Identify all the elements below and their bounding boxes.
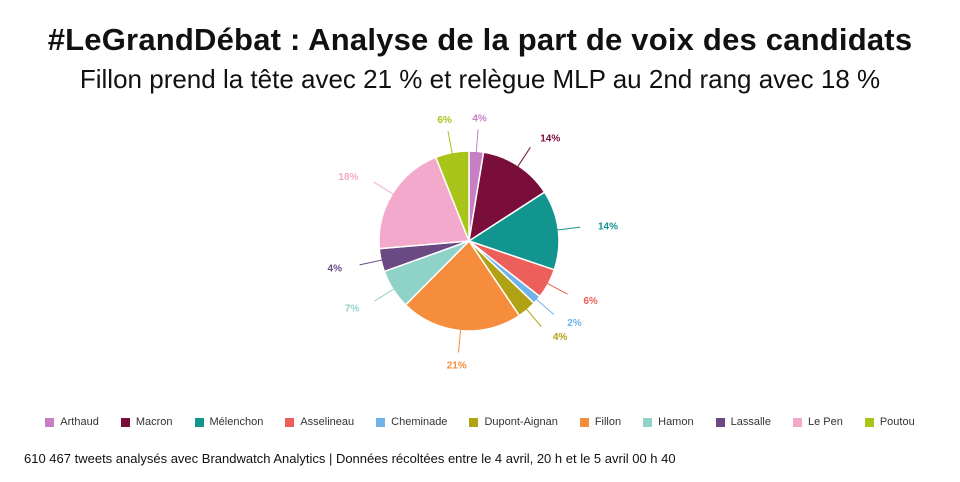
chart-title: #LeGrandDébat : Analyse de la part de vo…	[47, 22, 913, 57]
leader-line-melenchon	[554, 226, 581, 231]
slice-label-le-pen: 18%	[338, 172, 358, 183]
legend-label: Fillon	[594, 416, 622, 428]
legend-swatch	[376, 417, 386, 427]
slice-label-fillon: 21%	[447, 360, 467, 371]
legend-swatch	[45, 417, 55, 427]
legend-swatch	[469, 417, 479, 427]
chart-subtitle: Fillon prend la tête avec 21 % et relègu…	[79, 64, 881, 94]
legend-label: Cheminade	[391, 416, 448, 428]
leader-line-asselineau	[544, 281, 568, 295]
legend-label: Hamon	[658, 416, 694, 428]
leader-line-hamon	[374, 286, 397, 302]
leader-line-le-pen	[373, 181, 397, 197]
leader-line-dupont-aignan	[524, 306, 542, 327]
legend-swatch	[715, 417, 725, 427]
slice-label-poutou: 6%	[437, 115, 452, 126]
leader-line-lassalle	[359, 258, 386, 266]
legend-item-macron: Macron	[120, 416, 173, 428]
slice-label-arthaud: 4%	[472, 113, 487, 124]
legend-swatch	[579, 417, 589, 427]
legend-item-cheminade: Cheminade	[376, 416, 447, 428]
source-footnote: 610 467 tweets analysés avec Brandwatch …	[24, 451, 676, 466]
legend-item-le-pen: Le Pen	[792, 416, 843, 428]
legend-label: Arthaud	[60, 416, 99, 428]
legend-label: Poutou	[879, 416, 915, 428]
legend-item-lassalle: Lassalle	[715, 416, 771, 428]
pie-chart: 4%14%14%6%2%4%21%7%4%18%6%	[328, 113, 619, 371]
legend-item-arthaud: Arthaud	[45, 416, 99, 428]
legend-swatch	[643, 417, 653, 427]
leader-line-fillon	[457, 326, 462, 353]
slice-label-dupont-aignan: 4%	[553, 332, 568, 343]
legend-swatch	[285, 417, 295, 427]
legend-label: Asselineau	[300, 416, 355, 428]
legend-swatch	[120, 417, 130, 427]
leader-line-macron	[515, 147, 531, 170]
legend-item-dupont-aignan: Dupont-Aignan	[469, 416, 558, 428]
legend-label: Mélenchon	[209, 416, 264, 428]
slice-label-melenchon: 14%	[598, 222, 618, 233]
legend-item-fillon: Fillon	[579, 416, 622, 428]
slice-label-macron: 14%	[540, 133, 560, 144]
legend-label: Dupont-Aignan	[484, 416, 558, 428]
leader-line-poutou	[447, 130, 454, 157]
legend-item-asselineau: Asselineau	[285, 416, 354, 428]
slice-label-hamon: 7%	[345, 304, 360, 315]
leader-line-arthaud	[475, 129, 479, 156]
slice-label-cheminade: 2%	[567, 318, 582, 329]
legend-item-melenchon: Mélenchon	[194, 416, 264, 428]
slice-label-lassalle: 4%	[328, 263, 343, 274]
legend-item-poutou: Poutou	[864, 416, 915, 428]
legend-swatch	[194, 417, 204, 427]
legend-item-hamon: Hamon	[643, 416, 694, 428]
legend-swatch	[864, 417, 874, 427]
slice-label-asselineau: 6%	[583, 296, 598, 307]
legend-label: Lassalle	[730, 416, 771, 428]
legend-swatch	[792, 417, 802, 427]
legend-label: Le Pen	[807, 416, 843, 428]
legend-label: Macron	[135, 416, 173, 428]
chart-legend: Arthaud Macron Mélenchon Asselineau Cheminad…	[0, 416, 960, 428]
leader-line-cheminade	[533, 296, 554, 315]
